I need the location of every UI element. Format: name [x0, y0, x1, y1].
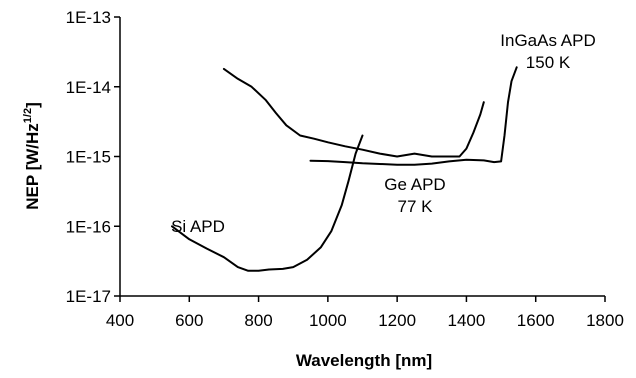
- ticks: 1E-13 1E-14 1E-15 1E-16 1E-17 400 600 800 1000 12…: [66, 8, 624, 330]
- ingaas-apd-temp: 150 K: [526, 53, 571, 72]
- annotation-ingaas: InGaAs APD 150 K: [500, 31, 595, 72]
- x-tick-label: 1200: [378, 311, 416, 330]
- x-tick-label: 600: [175, 311, 203, 330]
- series-group: [171, 66, 518, 272]
- y-axis-title-main: NEP [W/Hz: [23, 123, 42, 210]
- x-tick-label: 1400: [448, 311, 486, 330]
- series-line-si-apd: [171, 134, 364, 272]
- x-tick-label: 800: [244, 311, 272, 330]
- annotation-ge: Ge APD 77 K: [384, 175, 445, 216]
- ge-apd-label: Ge APD: [384, 175, 445, 194]
- x-tick-label: 1800: [586, 311, 624, 330]
- x-tick-label: 1600: [517, 311, 555, 330]
- y-axis-title-end: ]: [23, 102, 42, 108]
- ge-apd-temp: 77 K: [398, 197, 434, 216]
- y-axis-title-sup: 1/2: [22, 108, 34, 123]
- y-tick-label: 1E-17: [66, 287, 111, 306]
- si-apd-label: Si APD: [171, 217, 225, 236]
- y-tick-label: 1E-16: [66, 217, 111, 236]
- y-tick-label: 1E-13: [66, 8, 111, 27]
- annotation-si: Si APD: [171, 217, 225, 236]
- x-tick-label: 400: [106, 311, 134, 330]
- y-tick-label: 1E-15: [66, 148, 111, 167]
- x-tick-label: 1000: [309, 311, 347, 330]
- series-line-ge-apd: [222, 67, 485, 158]
- y-tick-label: 1E-14: [66, 78, 111, 97]
- x-axis-title: Wavelength [nm]: [296, 351, 432, 370]
- series-line-ingaas-apd: [309, 66, 518, 166]
- ingaas-apd-label: InGaAs APD: [500, 31, 595, 50]
- y-axis-title: NEP [W/Hz1/2]: [22, 102, 42, 210]
